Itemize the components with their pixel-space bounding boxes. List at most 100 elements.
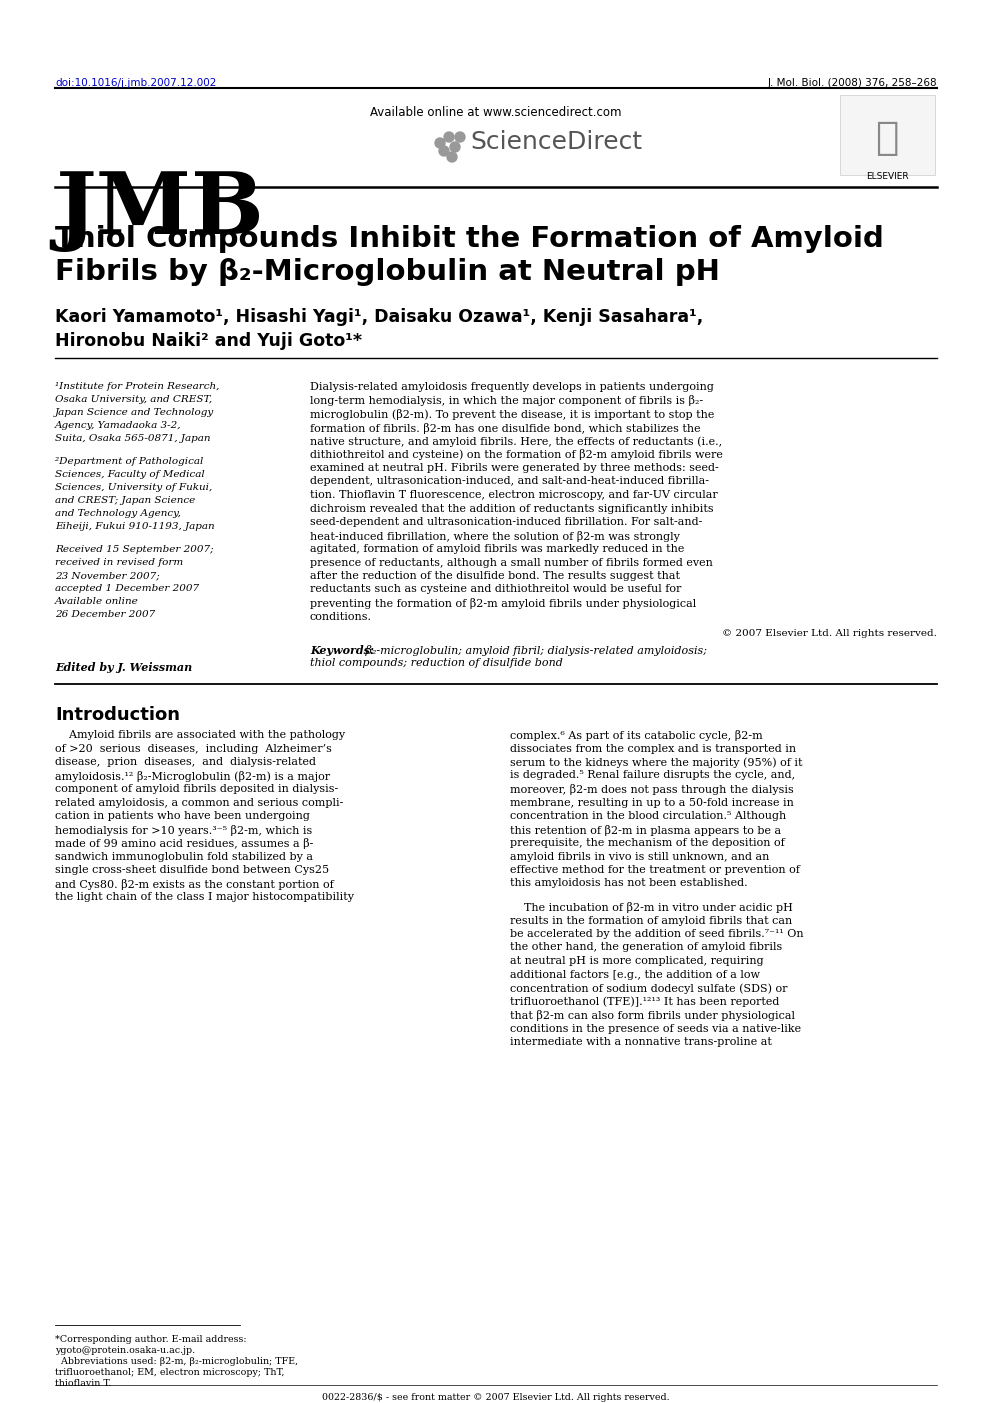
Text: heat-induced fibrillation, where the solution of β2-m was strongly: heat-induced fibrillation, where the sol… (310, 530, 680, 542)
Text: and Technology Agency,: and Technology Agency, (55, 509, 181, 518)
Text: moreover, β2-m does not pass through the dialysis: moreover, β2-m does not pass through the… (510, 784, 794, 796)
Text: complex.⁶ As part of its catabolic cycle, β2-m: complex.⁶ As part of its catabolic cycle… (510, 730, 763, 741)
Text: presence of reductants, although a small number of fibrils formed even: presence of reductants, although a small… (310, 557, 713, 567)
Text: that β2-m can also form fibrils under physiological: that β2-m can also form fibrils under ph… (510, 1010, 795, 1021)
Text: dithiothreitol and cysteine) on the formation of β2-m amyloid fibrils were: dithiothreitol and cysteine) on the form… (310, 449, 723, 460)
Text: made of 99 amino acid residues, assumes a β-: made of 99 amino acid residues, assumes … (55, 838, 313, 849)
Text: tion. Thioflavin T fluorescence, electron microscopy, and far-UV circular: tion. Thioflavin T fluorescence, electro… (310, 490, 718, 499)
Text: *Corresponding author. E-mail address:: *Corresponding author. E-mail address: (55, 1336, 247, 1344)
Text: doi:10.1016/j.jmb.2007.12.002: doi:10.1016/j.jmb.2007.12.002 (55, 79, 216, 88)
Text: is degraded.⁵ Renal failure disrupts the cycle, and,: is degraded.⁵ Renal failure disrupts the… (510, 770, 796, 780)
Text: ScienceDirect: ScienceDirect (470, 130, 642, 154)
Text: related amyloidosis, a common and serious compli-: related amyloidosis, a common and seriou… (55, 797, 343, 808)
Circle shape (447, 152, 457, 161)
Text: agitated, formation of amyloid fibrils was markedly reduced in the: agitated, formation of amyloid fibrils w… (310, 544, 684, 554)
Bar (840, 95, 935, 175)
Text: ²Department of Pathological: ²Department of Pathological (55, 457, 203, 466)
Text: dichroism revealed that the addition of reductants significantly inhibits: dichroism revealed that the addition of … (310, 504, 713, 513)
Text: single cross-sheet disulfide bond between Cys25: single cross-sheet disulfide bond betwee… (55, 866, 329, 875)
Text: trifluoroethanol (TFE)].¹²¹³ It has been reported: trifluoroethanol (TFE)].¹²¹³ It has been… (510, 996, 780, 1007)
Text: formation of fibrils. β2-m has one disulfide bond, which stabilizes the: formation of fibrils. β2-m has one disul… (310, 422, 700, 434)
Text: © 2007 Elsevier Ltd. All rights reserved.: © 2007 Elsevier Ltd. All rights reserved… (722, 629, 937, 638)
Circle shape (439, 146, 449, 156)
Text: 0022-2836/$ - see front matter © 2007 Elsevier Ltd. All rights reserved.: 0022-2836/$ - see front matter © 2007 El… (322, 1393, 670, 1402)
Text: amyloidosis.¹² β₂-Microglobulin (β2-m) is a major: amyloidosis.¹² β₂-Microglobulin (β2-m) i… (55, 770, 330, 781)
Text: this amyloidosis has not been established.: this amyloidosis has not been establishe… (510, 878, 748, 888)
Text: Keywords:: Keywords: (310, 645, 374, 657)
Text: thioflavin T.: thioflavin T. (55, 1379, 111, 1388)
Text: accepted 1 December 2007: accepted 1 December 2007 (55, 584, 199, 593)
Text: Amyloid fibrils are associated with the pathology: Amyloid fibrils are associated with the … (55, 730, 345, 739)
Text: β₂-microglobulin; amyloid fibril; dialysis-related amyloidosis;: β₂-microglobulin; amyloid fibril; dialys… (362, 645, 707, 657)
Text: Fibrils by β₂-Microglobulin at Neutral pH: Fibrils by β₂-Microglobulin at Neutral p… (55, 258, 720, 286)
Text: Suita, Osaka 565-0871, Japan: Suita, Osaka 565-0871, Japan (55, 434, 210, 443)
Text: concentration of sodium dodecyl sulfate (SDS) or: concentration of sodium dodecyl sulfate … (510, 984, 788, 993)
Text: thiol compounds; reduction of disulfide bond: thiol compounds; reduction of disulfide … (310, 658, 562, 668)
Circle shape (450, 142, 460, 152)
Text: of >20  serious  diseases,  including  Alzheimer’s: of >20 serious diseases, including Alzhe… (55, 744, 332, 753)
Text: dissociates from the complex and is transported in: dissociates from the complex and is tran… (510, 744, 797, 753)
Text: Received 15 September 2007;: Received 15 September 2007; (55, 544, 213, 554)
Text: this retention of β2-m in plasma appears to be a: this retention of β2-m in plasma appears… (510, 825, 781, 836)
Text: Hironobu Naiki² and Yuji Goto¹*: Hironobu Naiki² and Yuji Goto¹* (55, 333, 362, 349)
Text: The incubation of β2-m in vitro under acidic pH: The incubation of β2-m in vitro under ac… (510, 902, 793, 913)
Text: additional factors [e.g., the addition of a low: additional factors [e.g., the addition o… (510, 969, 760, 979)
Text: the other hand, the generation of amyloid fibrils: the other hand, the generation of amyloi… (510, 943, 783, 953)
Text: seed-dependent and ultrasonication-induced fibrillation. For salt-and-: seed-dependent and ultrasonication-induc… (310, 516, 702, 528)
Text: amyloid fibrils in vivo is still unknown, and an: amyloid fibrils in vivo is still unknown… (510, 852, 770, 861)
Text: conditions in the presence of seeds via a native-like: conditions in the presence of seeds via … (510, 1024, 802, 1034)
Text: Agency, Yamadaoka 3-2,: Agency, Yamadaoka 3-2, (55, 421, 182, 429)
Text: at neutral pH is more complicated, requiring: at neutral pH is more complicated, requi… (510, 955, 764, 967)
Circle shape (435, 137, 445, 147)
Text: Kaori Yamamoto¹, Hisashi Yagi¹, Daisaku Ozawa¹, Kenji Sasahara¹,: Kaori Yamamoto¹, Hisashi Yagi¹, Daisaku … (55, 309, 703, 325)
Text: hemodialysis for >10 years.³⁻⁵ β2-m, which is: hemodialysis for >10 years.³⁻⁵ β2-m, whi… (55, 825, 312, 836)
Text: Thiol Compounds Inhibit the Formation of Amyloid: Thiol Compounds Inhibit the Formation of… (55, 224, 884, 253)
Text: after the reduction of the disulfide bond. The results suggest that: after the reduction of the disulfide bon… (310, 571, 680, 581)
Text: JMB: JMB (55, 168, 264, 253)
Text: Available online at www.sciencedirect.com: Available online at www.sciencedirect.co… (370, 107, 622, 119)
Text: trifluoroethanol; EM, electron microscopy; ThT,: trifluoroethanol; EM, electron microscop… (55, 1368, 285, 1376)
Text: be accelerated by the addition of seed fibrils.⁷⁻¹¹ On: be accelerated by the addition of seed f… (510, 929, 804, 939)
Text: received in revised form: received in revised form (55, 558, 184, 567)
Text: intermediate with a nonnative trans-proline at: intermediate with a nonnative trans-prol… (510, 1037, 772, 1047)
Text: Eiheiji, Fukui 910-1193, Japan: Eiheiji, Fukui 910-1193, Japan (55, 522, 214, 530)
Text: prerequisite, the mechanism of the deposition of: prerequisite, the mechanism of the depos… (510, 838, 785, 847)
Text: 🌳: 🌳 (875, 121, 899, 157)
Text: effective method for the treatment or prevention of: effective method for the treatment or pr… (510, 866, 800, 875)
Circle shape (444, 132, 454, 142)
Text: examined at neutral pH. Fibrils were generated by three methods: seed-: examined at neutral pH. Fibrils were gen… (310, 463, 719, 473)
Text: Introduction: Introduction (55, 706, 180, 724)
Text: dependent, ultrasonication-induced, and salt-and-heat-induced fibrilla-: dependent, ultrasonication-induced, and … (310, 477, 709, 487)
Text: serum to the kidneys where the majority (95%) of it: serum to the kidneys where the majority … (510, 758, 803, 767)
Circle shape (455, 132, 465, 142)
Text: long-term hemodialysis, in which the major component of fibrils is β₂-: long-term hemodialysis, in which the maj… (310, 396, 703, 407)
Text: ygoto@protein.osaka-u.ac.jp.: ygoto@protein.osaka-u.ac.jp. (55, 1345, 195, 1355)
Text: Sciences, University of Fukui,: Sciences, University of Fukui, (55, 483, 212, 492)
Text: preventing the formation of β2-m amyloid fibrils under physiological: preventing the formation of β2-m amyloid… (310, 598, 696, 609)
Text: J. Mol. Biol. (2008) 376, 258–268: J. Mol. Biol. (2008) 376, 258–268 (768, 79, 937, 88)
Text: conditions.: conditions. (310, 612, 372, 622)
Text: Edited by J. Weissman: Edited by J. Weissman (55, 662, 192, 673)
Text: reductants such as cysteine and dithiothreitol would be useful for: reductants such as cysteine and dithioth… (310, 585, 682, 595)
Text: 23 November 2007;: 23 November 2007; (55, 571, 160, 579)
Text: and CREST; Japan Science: and CREST; Japan Science (55, 497, 195, 505)
Text: and Cys80. β2-m exists as the constant portion of: and Cys80. β2-m exists as the constant p… (55, 878, 333, 890)
Text: membrane, resulting in up to a 50-fold increase in: membrane, resulting in up to a 50-fold i… (510, 797, 794, 808)
Text: Sciences, Faculty of Medical: Sciences, Faculty of Medical (55, 470, 204, 478)
Text: concentration in the blood circulation.⁵ Although: concentration in the blood circulation.⁵… (510, 811, 787, 821)
Text: Abbreviations used: β2-m, β₂-microglobulin; TFE,: Abbreviations used: β2-m, β₂-microglobul… (55, 1357, 299, 1367)
Text: cation in patients who have been undergoing: cation in patients who have been undergo… (55, 811, 310, 821)
Text: disease,  prion  diseases,  and  dialysis-related: disease, prion diseases, and dialysis-re… (55, 758, 316, 767)
Text: Osaka University, and CREST,: Osaka University, and CREST, (55, 396, 212, 404)
Text: Available online: Available online (55, 598, 139, 606)
Text: microglobulin (β2-m). To prevent the disease, it is important to stop the: microglobulin (β2-m). To prevent the dis… (310, 410, 714, 419)
Text: Dialysis-related amyloidosis frequently develops in patients undergoing: Dialysis-related amyloidosis frequently … (310, 382, 714, 391)
Text: ¹Institute for Protein Research,: ¹Institute for Protein Research, (55, 382, 219, 391)
Text: results in the formation of amyloid fibrils that can: results in the formation of amyloid fibr… (510, 916, 793, 926)
Text: sandwich immunoglobulin fold stabilized by a: sandwich immunoglobulin fold stabilized … (55, 852, 313, 861)
Text: native structure, and amyloid fibrils. Here, the effects of reductants (i.e.,: native structure, and amyloid fibrils. H… (310, 436, 722, 446)
Text: 26 December 2007: 26 December 2007 (55, 610, 156, 619)
Text: Japan Science and Technology: Japan Science and Technology (55, 408, 214, 417)
Text: ELSEVIER: ELSEVIER (866, 173, 909, 181)
Text: component of amyloid fibrils deposited in dialysis-: component of amyloid fibrils deposited i… (55, 784, 338, 794)
